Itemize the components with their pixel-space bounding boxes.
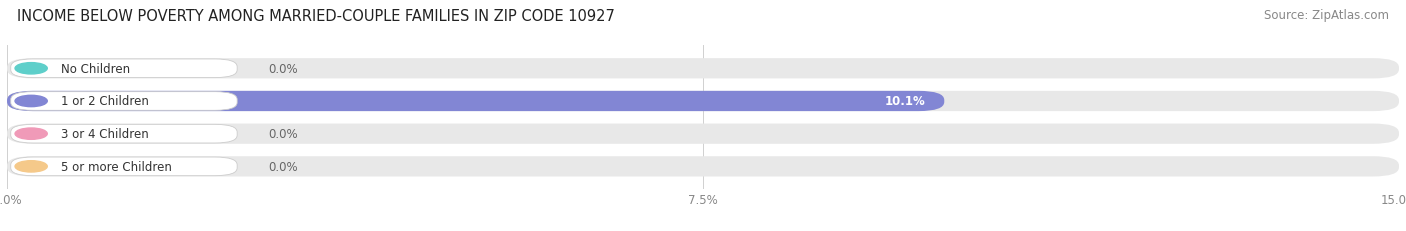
- FancyBboxPatch shape: [11, 157, 238, 176]
- Text: INCOME BELOW POVERTY AMONG MARRIED-COUPLE FAMILIES IN ZIP CODE 10927: INCOME BELOW POVERTY AMONG MARRIED-COUPL…: [17, 9, 614, 24]
- FancyBboxPatch shape: [7, 91, 1399, 112]
- Circle shape: [15, 63, 48, 75]
- Text: 1 or 2 Children: 1 or 2 Children: [62, 95, 149, 108]
- Text: 0.0%: 0.0%: [269, 63, 298, 76]
- FancyBboxPatch shape: [7, 124, 1399, 144]
- FancyBboxPatch shape: [11, 125, 238, 143]
- Text: No Children: No Children: [62, 63, 131, 76]
- Circle shape: [15, 96, 48, 107]
- FancyBboxPatch shape: [7, 157, 1399, 177]
- Text: 0.0%: 0.0%: [269, 160, 298, 173]
- Text: 10.1%: 10.1%: [884, 95, 925, 108]
- Circle shape: [15, 161, 48, 172]
- Circle shape: [15, 128, 48, 140]
- FancyBboxPatch shape: [7, 59, 1399, 79]
- FancyBboxPatch shape: [11, 92, 238, 111]
- FancyBboxPatch shape: [7, 91, 945, 112]
- Text: 3 or 4 Children: 3 or 4 Children: [62, 128, 149, 140]
- FancyBboxPatch shape: [11, 60, 238, 78]
- Text: 5 or more Children: 5 or more Children: [62, 160, 172, 173]
- Text: Source: ZipAtlas.com: Source: ZipAtlas.com: [1264, 9, 1389, 22]
- Text: 0.0%: 0.0%: [269, 128, 298, 140]
